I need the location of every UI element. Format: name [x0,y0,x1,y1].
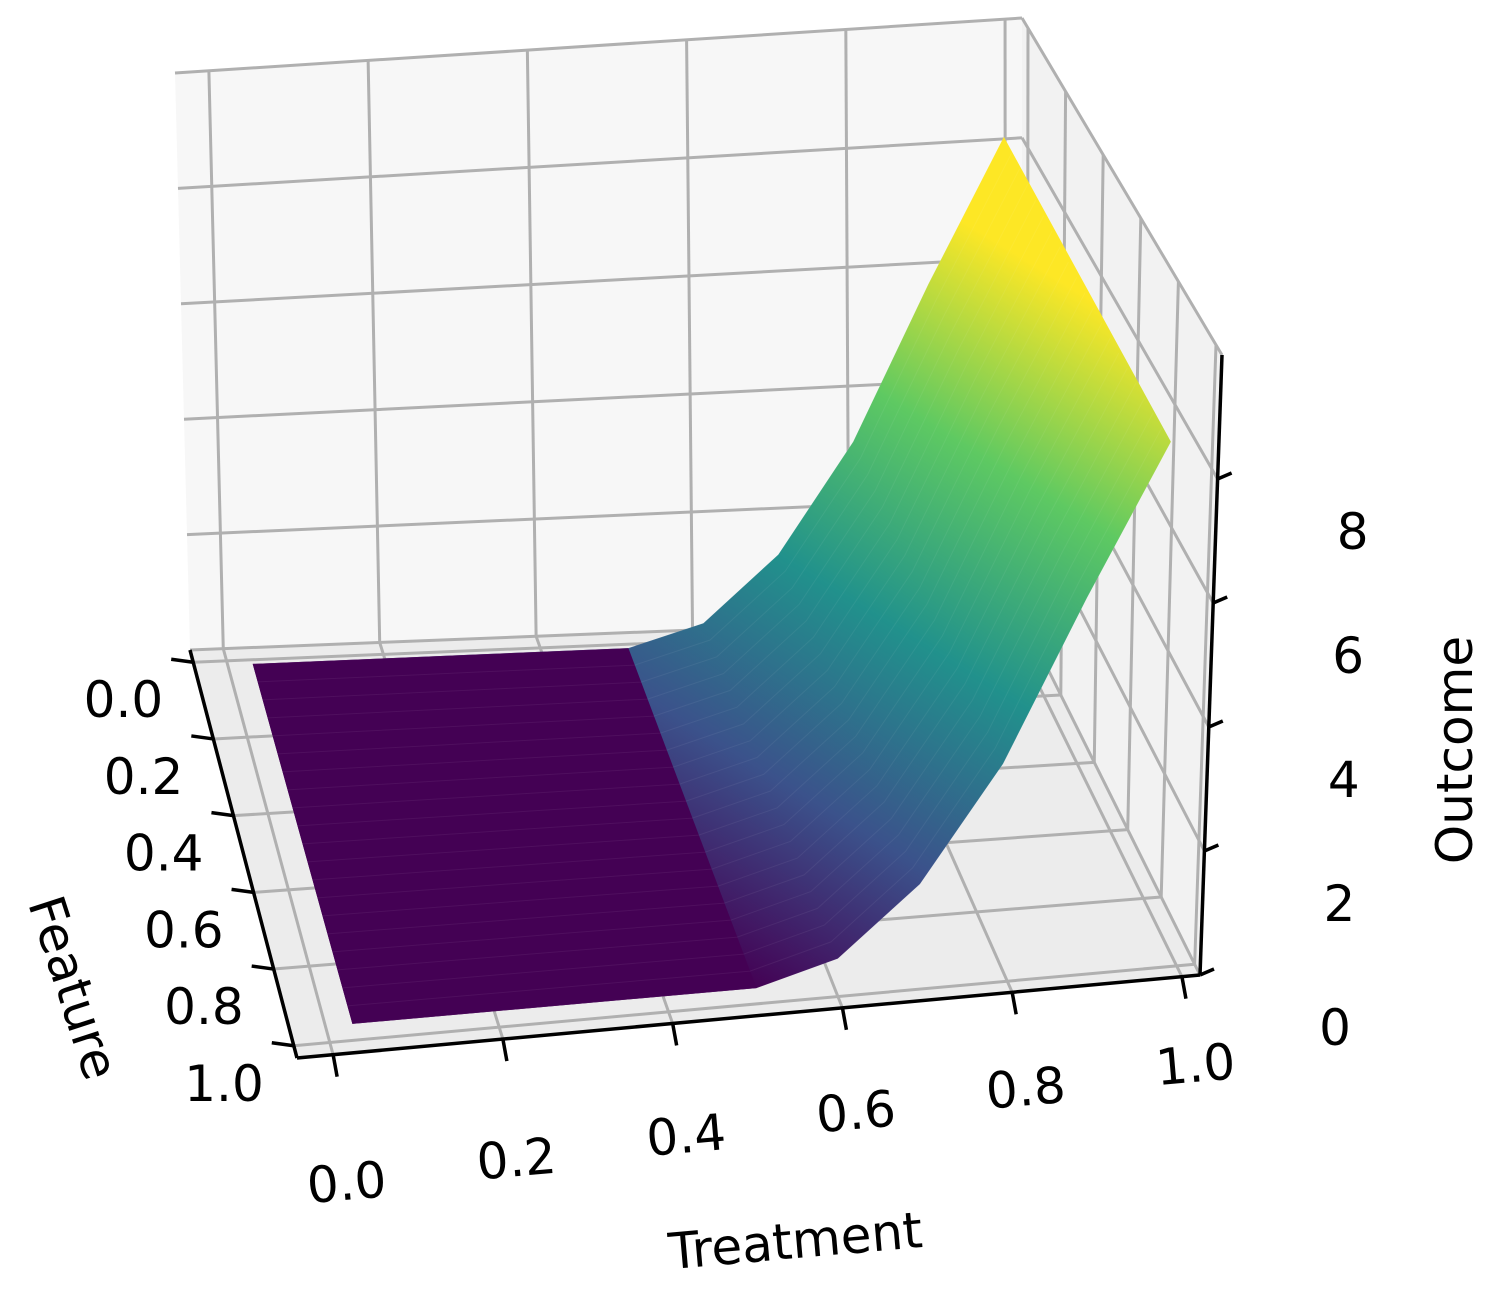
back-grid-horizontal [174,16,1023,75]
x-tick-label: 0.0 [304,1150,388,1215]
surface-mesh-line [297,277,1078,827]
x-axis-line [296,973,1201,1060]
surface-mesh-line [352,441,1172,1025]
floor-grid-y [293,962,1195,1048]
back-grid-vertical [366,60,382,643]
surface-mesh-line [267,184,1029,719]
x-tick-label: 0.2 [474,1127,558,1192]
x-tick-label: 0.4 [644,1103,728,1168]
right-grid-vertical [1126,218,1143,830]
surface-flat-region [252,648,757,1024]
y-tick-label: 0.0 [84,671,164,729]
surface-mesh-line [307,307,1094,863]
surface-mesh-line [317,337,1111,899]
surface-mesh-line [312,322,1103,881]
z-tick-mark [1199,967,1215,977]
y-tick-label: 1.0 [184,1055,264,1113]
surface-mesh-line [347,426,1163,1007]
surface-mesh-line [272,199,1037,737]
x-tick-mark [840,1007,849,1031]
surface-mesh-line [327,367,1128,935]
right-grid-horizontal [1020,17,1224,356]
x-axis-label: Treatment [665,1201,925,1281]
surface-mesh-line [262,168,1021,701]
surface-mesh-line [252,136,1005,665]
y-tick-mark [271,1041,295,1048]
y-tick-mark [231,887,254,895]
y-tick-mark [191,734,214,741]
x-tick-mark [1180,976,1188,999]
y-tick-mark [211,810,234,818]
z-tick-mark [1212,595,1228,605]
x-tick-mark [331,1054,339,1077]
y-tick-label: 0.8 [164,978,244,1036]
z-tick-mark [1208,719,1224,729]
y-tick-mark [170,657,194,664]
surface-mesh-line [332,382,1137,953]
x-tick-mark [670,1023,679,1046]
surface-mesh-line [337,397,1146,971]
right-grid-vertical [1193,344,1218,965]
surface-mesh-line [322,352,1120,917]
y-tick-label: 0.4 [124,825,204,883]
surface-mesh-line [257,152,1013,683]
right-grid-horizontal [1020,137,1219,480]
x-tick-label: 1.0 [1153,1032,1237,1097]
tick-labels: 0.0 0.2 0.4 0.6 0.8 1.0 0.0 0.2 0.4 0.6 0.8 1.0 0 2 4 6… [84,503,1369,1215]
z-tick-label: 2 [1323,875,1355,933]
surface-mesh-line [342,412,1154,989]
back-grid-vertical [685,39,695,631]
right-grid-vertical [1159,281,1180,897]
y-tick-label: 0.2 [104,748,184,806]
x-tick-mark [1010,991,1018,1015]
z-tick-label: 4 [1328,751,1360,809]
surface-mesh-line [287,246,1061,791]
back-grid-vertical [525,50,538,637]
z-axis-label: Outcome [1426,636,1484,864]
surface-mesh-line [292,261,1069,809]
z-tick-mark [1216,471,1233,481]
z-axis-line [1198,354,1224,976]
z-tick-label: 6 [1332,627,1364,685]
x-tick-label: 0.6 [814,1080,898,1145]
back-grid-vertical [207,70,225,649]
axes [170,354,1233,1077]
y-tick-label: 0.6 [144,901,224,959]
back-grid-horizontal [180,256,1023,306]
surface-mesh-line [302,292,1086,845]
z-tick-label: 0 [1319,999,1351,1057]
floor-grid-x [221,648,335,1056]
back-grid-horizontal [177,136,1023,190]
y-axis-label: Feature [16,889,130,1087]
surface-layer [252,136,1172,1025]
z-tick-mark [1203,843,1220,853]
y-tick-mark [251,964,274,971]
surface-mesh-line [282,230,1053,773]
surface-mesh-line [277,215,1045,755]
z-tick-label: 8 [1337,503,1369,561]
x-tick-label: 0.8 [984,1056,1068,1121]
right-grid-horizontal [1020,616,1202,976]
y-axis-line [188,649,299,1059]
x-tick-mark [501,1038,509,1062]
